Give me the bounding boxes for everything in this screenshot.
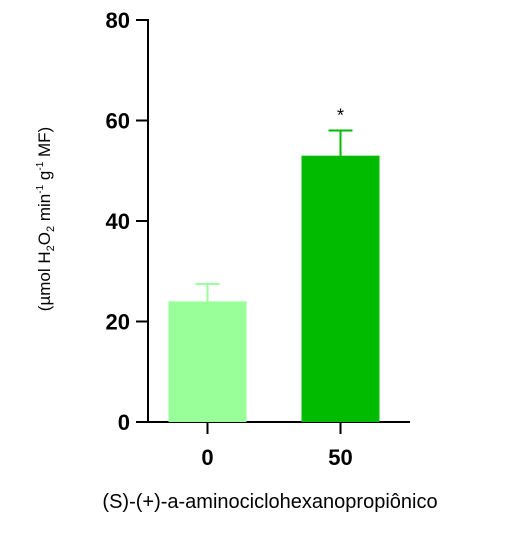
y-axis-title: (µmol H2O2 min-1 g-1 MF) bbox=[35, 127, 57, 311]
y-axis-ticks: 0 20 40 60 80 bbox=[106, 8, 148, 435]
x-tick-label: 0 bbox=[201, 445, 213, 470]
y-axis-title-prefix: (µmol H bbox=[35, 251, 54, 311]
y-tick-label: 0 bbox=[118, 410, 130, 435]
y-tick-label: 20 bbox=[106, 310, 130, 335]
x-axis-title: (S)-(+)-a-aminociclohexanopropiônico bbox=[102, 491, 437, 513]
y-tick-label: 40 bbox=[106, 209, 130, 234]
y-axis-title-sup1: -1 bbox=[35, 184, 46, 193]
y-tick-label: 60 bbox=[106, 109, 130, 134]
y-axis-title-sup2: -1 bbox=[35, 161, 46, 170]
bar bbox=[168, 301, 247, 422]
y-axis-title-mid3: g bbox=[35, 171, 54, 185]
y-tick-label: 80 bbox=[106, 8, 130, 33]
bar bbox=[301, 155, 380, 423]
y-axis-title-mid1: O bbox=[35, 232, 54, 245]
y-axis-title-suffix: MF) bbox=[35, 127, 54, 162]
significance-mark: * bbox=[337, 106, 344, 126]
x-tick-label: 50 bbox=[328, 445, 352, 470]
x-axis-ticks: 0 50 bbox=[201, 422, 353, 470]
y-axis-title-sub2: 2 bbox=[45, 226, 57, 232]
y-axis-title-mid2: min bbox=[35, 194, 54, 226]
bars: * bbox=[168, 106, 380, 423]
y-axis-title-sub1: 2 bbox=[45, 245, 57, 251]
